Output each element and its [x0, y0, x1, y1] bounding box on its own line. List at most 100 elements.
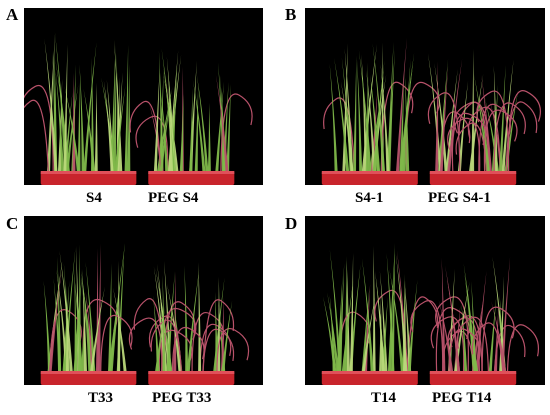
leaf-blade: [362, 297, 376, 371]
wilted-leaf: [447, 117, 481, 172]
wilted-leaf: [455, 122, 488, 172]
leaf-blade: [471, 281, 477, 371]
leaf-blade: [95, 248, 99, 371]
leaf-blade: [127, 63, 131, 172]
leaf-blade: [327, 292, 339, 371]
leaf-blade: [57, 256, 62, 371]
seedling-clump: [323, 37, 440, 172]
leaf-blade: [189, 88, 193, 171]
wilted-leaf: [478, 103, 511, 172]
leaf-blade: [329, 63, 338, 171]
pot-rim: [321, 371, 418, 374]
pot-rim: [148, 171, 235, 174]
panel-letter: A: [6, 5, 19, 24]
leaf-blade: [162, 275, 166, 371]
leaf-blade: [447, 268, 455, 371]
leaf-blade: [488, 295, 497, 371]
plant-photo: [305, 8, 545, 185]
leaf-blade: [117, 260, 121, 371]
plant-photo: [24, 216, 263, 385]
rice-seedlings-photo: [305, 8, 545, 185]
wilted-leaf: [467, 106, 501, 172]
leaf-blade: [56, 269, 68, 371]
leaf-blade: [438, 59, 449, 172]
red-pot: [429, 371, 517, 385]
leaf-blade: [207, 102, 211, 171]
leaf-blade: [346, 260, 350, 371]
wilted-leaf: [427, 92, 461, 172]
leaf-blade: [447, 58, 463, 171]
red-pot: [321, 371, 418, 385]
plant-photo: [305, 216, 545, 385]
leaf-blade: [396, 37, 407, 171]
leaf-blade: [179, 94, 184, 171]
control-label: S4-1: [355, 190, 384, 206]
leaf-blade: [110, 44, 116, 171]
red-pot: [321, 171, 418, 185]
leaf-blade: [372, 60, 385, 172]
leaf-blade: [166, 56, 176, 171]
panel-letter: B: [285, 5, 297, 24]
leaf-blade: [438, 299, 454, 371]
leaf-blade: [192, 79, 206, 171]
leaf-blade: [349, 252, 354, 371]
leaf-blade: [338, 263, 345, 371]
peg-treated-label: PEG S4: [148, 190, 199, 206]
peg-treated-label: PEG T33: [152, 390, 212, 406]
red-pot: [40, 371, 137, 385]
leaf-blade: [479, 95, 490, 171]
leaf-blade: [379, 271, 388, 371]
leaf-blade: [168, 80, 174, 171]
leaf-blade: [90, 57, 94, 171]
leaf-blade: [336, 275, 343, 371]
leaf-blade: [55, 70, 65, 171]
seedling-clump: [322, 242, 439, 372]
rice-seedlings-photo: [305, 216, 545, 385]
wilted-leaf: [216, 328, 250, 372]
leaf-blade: [153, 67, 160, 171]
leaf-blade: [372, 43, 386, 171]
leaf-blade: [402, 280, 406, 371]
seedling-clump: [129, 48, 253, 172]
leaf-blade: [159, 301, 173, 371]
pot-rim: [40, 371, 137, 374]
pot-rim: [40, 171, 137, 174]
leaf-blade: [80, 294, 87, 371]
leaf-blade: [198, 262, 202, 371]
seedling-clump: [427, 48, 542, 172]
wilted-leaf: [202, 328, 235, 372]
leaf-blade: [499, 64, 506, 171]
wilted-leaf: [135, 115, 169, 172]
panel-letter: D: [285, 214, 298, 233]
leaf-blade: [112, 53, 117, 171]
leaf-blade: [361, 258, 374, 371]
wilted-leaf: [406, 296, 439, 372]
wilted-leaf: [430, 316, 465, 372]
leaf-blade: [124, 44, 129, 171]
leaf-blade: [365, 62, 369, 171]
leaf-blade: [389, 268, 404, 371]
leaf-blade: [81, 269, 92, 371]
leaf-blade: [404, 72, 410, 171]
seedling-clump: [24, 31, 131, 172]
seedling-clump: [410, 256, 539, 372]
leaf-blade: [47, 32, 56, 171]
leaf-blade: [215, 74, 229, 171]
leaf-blade: [404, 280, 412, 371]
leaf-blade: [380, 63, 390, 172]
leaf-blade: [79, 64, 85, 171]
leaf-blade: [334, 57, 350, 171]
wilted-leaf: [199, 323, 232, 372]
leaf-blade: [94, 82, 98, 171]
plant-photo: [24, 8, 263, 185]
leaf-blade: [427, 53, 442, 171]
wilted-leaf: [202, 299, 235, 372]
red-pot: [429, 171, 517, 185]
leaf-blade: [114, 85, 126, 171]
pot-rim: [148, 371, 235, 374]
leaf-blade: [221, 300, 233, 371]
wilted-leaf: [410, 300, 444, 372]
leaf-blade: [108, 263, 112, 371]
leaf-blade: [434, 63, 448, 171]
leaf-blade: [500, 256, 511, 371]
